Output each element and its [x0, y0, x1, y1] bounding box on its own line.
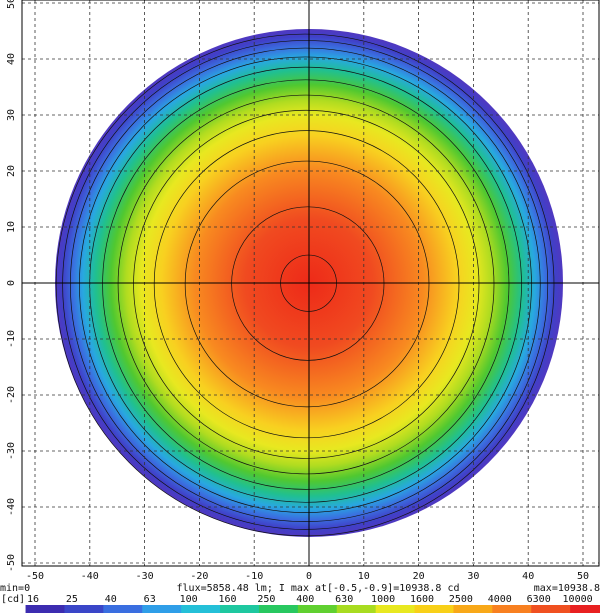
colorbar-segment	[492, 605, 532, 613]
y-tick-label: 0	[6, 280, 17, 286]
colorbar-tick-label: 25	[66, 594, 78, 605]
colorbar-segment	[142, 605, 182, 613]
colorbar-segment	[375, 605, 416, 613]
colorbar-tick-label: 63	[144, 594, 156, 605]
x-tick-label: 10	[358, 571, 370, 582]
y-tick-label: 10	[6, 221, 17, 233]
x-tick-label: -40	[81, 571, 99, 582]
y-tick-label: 50	[6, 0, 17, 9]
y-tick-label: -30	[6, 442, 17, 460]
info-label: flux=5858.48 lm; I max at[-0.5,-0.9]=109…	[177, 583, 460, 594]
contour-line	[55, 33, 555, 537]
colorbar-segment	[181, 605, 221, 613]
x-tick-label: 30	[467, 571, 479, 582]
colorbar-tick-label: 1000	[371, 594, 395, 605]
colorbar-segment	[258, 605, 299, 613]
y-tick-label: 40	[6, 53, 17, 65]
colorbar-tick-label: 6300	[527, 594, 551, 605]
colorbar-tick-label: 160	[218, 594, 236, 605]
colorbar-segment	[414, 605, 454, 613]
plot-frame	[21, 0, 600, 567]
y-tick-label: -20	[6, 386, 17, 404]
x-tick-label: -10	[245, 571, 263, 582]
colorbar-segment	[336, 605, 377, 613]
colorbar-segment	[570, 605, 600, 613]
colorbar-tick-label: 10000	[563, 594, 593, 605]
colorbar-tick-label: 2500	[449, 594, 473, 605]
contour-line	[102, 79, 510, 490]
colorbar-tick-label: 400	[296, 594, 314, 605]
colorbar-segment	[453, 605, 493, 613]
colorbar-tick-label: 40	[105, 594, 117, 605]
colorbar-tick-label: 1600	[410, 594, 434, 605]
contour-line	[184, 160, 430, 408]
contour-line	[153, 130, 460, 439]
contour-line	[117, 94, 495, 475]
colorbar-segment	[64, 605, 104, 613]
x-tick-label: 40	[522, 571, 534, 582]
x-tick-label: 0	[306, 571, 312, 582]
colorbar-segment	[103, 605, 143, 613]
x-tick-label: -20	[190, 571, 208, 582]
colorbar-tick-label: 4000	[488, 594, 512, 605]
contour-line	[79, 56, 532, 513]
colorbar: 16 25 40 63 100 160 250 400 630 1000 1600 2500 4000 6…	[25, 594, 600, 613]
x-tick-label: -30	[136, 571, 154, 582]
x-tick-label: 50	[577, 571, 589, 582]
colorbar-tick-label: 630	[335, 594, 353, 605]
colorbar-segment	[25, 605, 65, 613]
y-tick-label: 30	[6, 109, 17, 121]
grid	[22, 0, 599, 566]
y-tick-label: -50	[6, 554, 17, 572]
colorbar-tick-label: 100	[180, 594, 198, 605]
contour-line	[133, 109, 480, 459]
x-tick-label: 20	[413, 571, 425, 582]
contour-line	[62, 40, 549, 530]
colorbar-unit: [cd]	[1, 594, 25, 605]
contour-line	[69, 47, 541, 523]
contour-line	[231, 206, 385, 361]
colorbar-segment	[531, 605, 571, 613]
colorbar-segment	[297, 605, 338, 613]
max-label: max=10938.8	[534, 583, 600, 594]
x-tick-label: -50	[26, 571, 44, 582]
y-tick-label: -40	[6, 498, 17, 516]
colorbar-tick-label: 16	[27, 594, 39, 605]
y-tick-label: 20	[6, 165, 17, 177]
colorbar-segment	[220, 605, 260, 613]
y-tick-label: -10	[6, 330, 17, 348]
colorbar-tick-label: 250	[257, 594, 275, 605]
min-label: min=0	[0, 583, 30, 594]
